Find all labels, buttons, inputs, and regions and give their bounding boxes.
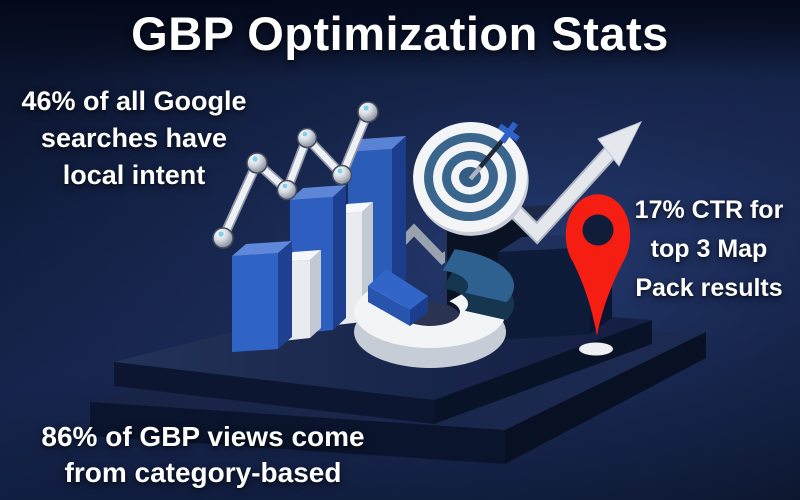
stat-map-pack-ctr-line2: top 3 Map <box>650 235 768 263</box>
stat-local-intent-line2: searches have <box>40 123 228 153</box>
map-pin-icon <box>565 194 631 356</box>
stat-local-intent-line1: 46% of all Google <box>21 86 247 116</box>
page-title: GBP Optimization Stats <box>131 7 669 60</box>
stat-gbp-views: 86% of GBP views come from category-base… <box>10 419 396 491</box>
stat-map-pack-ctr: 17% CTR for top 3 Map Pack results <box>620 191 798 308</box>
stat-gbp-views-line2: from category-based <box>64 457 342 488</box>
dartboard-target-icon <box>413 121 529 236</box>
stat-local-intent-line3: local intent <box>62 160 206 190</box>
blue-pie-wedge <box>368 269 428 326</box>
stat-map-pack-ctr-line1: 17% CTR for <box>634 196 784 224</box>
stat-local-intent: 46% of all Google searches have local in… <box>0 83 268 194</box>
stat-gbp-views-line1: 86% of GBP views come <box>41 421 365 452</box>
dart-icon <box>468 121 520 181</box>
line-graph-3d <box>212 101 379 249</box>
stat-map-pack-ctr-line3: Pack results <box>635 274 783 302</box>
bar-chart-3d <box>232 136 406 352</box>
steel-pie-segment <box>442 249 515 321</box>
bar-blue-short <box>232 241 292 352</box>
line-graph-nodes <box>212 101 379 249</box>
pin-shadow <box>579 342 613 356</box>
